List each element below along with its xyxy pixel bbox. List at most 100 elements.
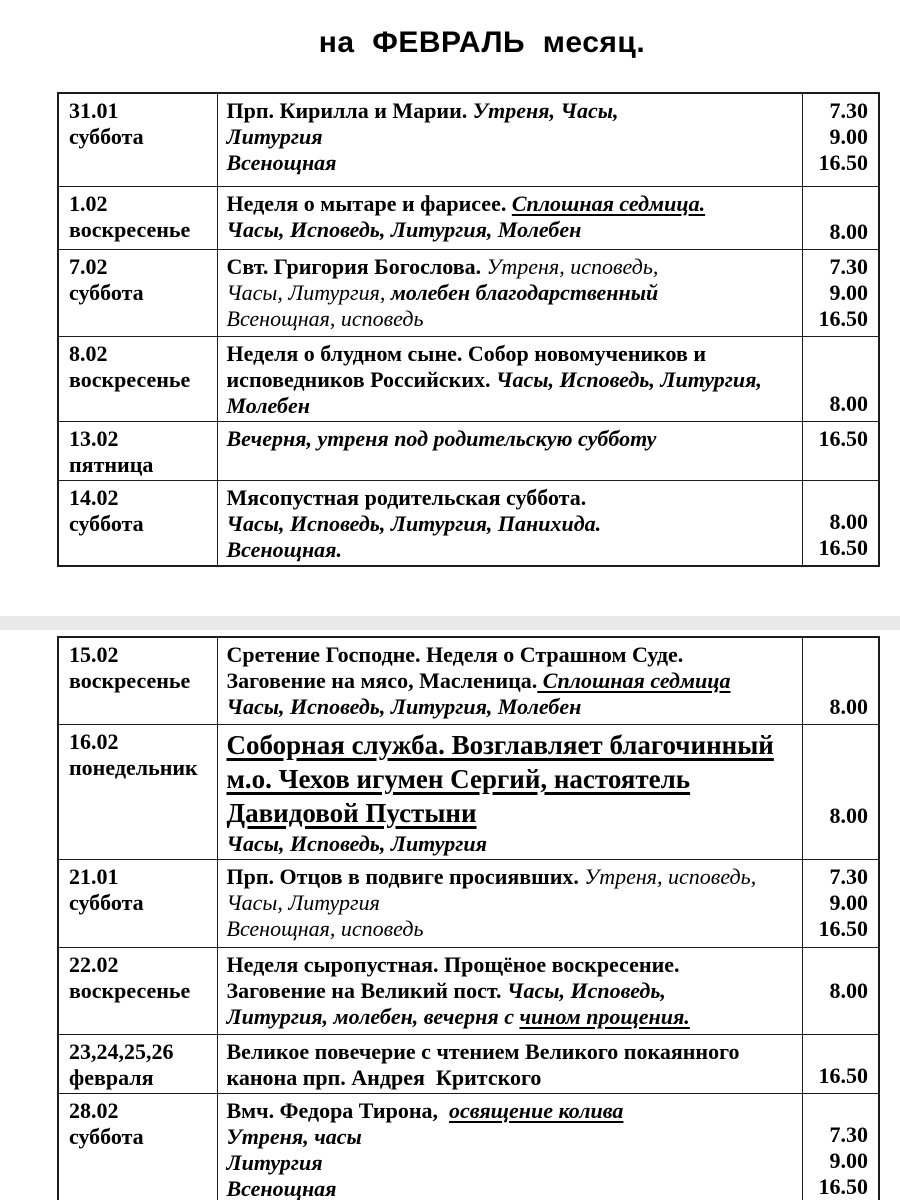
- service-line: Утреня, часы: [227, 1124, 798, 1150]
- date-line: 16.02: [69, 729, 213, 755]
- service-cell: Вечерня, утреня под родительскую субботу: [216, 420, 803, 481]
- service-line-segment: Заговение на мясо, Масленица.: [226, 668, 538, 693]
- service-line-segment: Всенощная.: [226, 536, 343, 562]
- service-line-segment: Неделя сыропустная. Прощёное воскресение…: [226, 951, 680, 977]
- time-line-segment: 7.30: [829, 1122, 869, 1147]
- date-line-segment: воскресенье: [69, 668, 191, 693]
- time-line: 7.30: [805, 864, 869, 890]
- service-line: Часы, Литургия: [227, 890, 798, 916]
- service-line: Часы, Литургия, молебен благодарственный: [227, 280, 798, 306]
- service-cell-content: Мясопустная родительская суббота. Часы, И…: [218, 481, 802, 565]
- service-line: Часы, Исповедь, Литургия, Молебен: [227, 694, 798, 720]
- service-line-segment: Молебен: [226, 392, 310, 418]
- time-line: 7.30: [805, 98, 869, 124]
- date-line-segment: пятница: [69, 451, 154, 477]
- service-line: Литургия: [227, 124, 798, 150]
- date-cell-content: 28.02 суббота: [59, 1094, 217, 1152]
- date-line: суббота: [69, 124, 213, 150]
- service-line: Часы, Исповедь, Литургия: [227, 831, 798, 857]
- schedule-table-first-half: 31.01 суббота Прп. Кирилла и Марии. Утреня…: [57, 92, 880, 567]
- service-line: канона прп. Андрея Критского: [227, 1065, 798, 1091]
- date-cell: 1.02 воскресенье: [57, 185, 218, 250]
- service-cell-content: Сретение Господне. Неделя о Страшном Суд…: [218, 638, 802, 722]
- time-line-segment: 16.50: [818, 425, 869, 451]
- service-cell-content: Соборная служба. Возглавляет благочинный…: [218, 725, 802, 859]
- table-row: 14.02 суббота Мясопустная родительская суб…: [57, 479, 880, 566]
- date-cell: 15.02 воскресенье: [57, 636, 218, 725]
- date-line-segment: 31.01: [69, 98, 119, 123]
- date-line: 1.02: [69, 191, 213, 217]
- time-line-segment: 7.30: [829, 98, 869, 123]
- service-line: Литургия: [227, 1150, 798, 1176]
- date-line-segment: 8.02: [69, 340, 108, 366]
- time-line-segment: 9.00: [829, 889, 869, 915]
- time-cell-content: 8.00: [803, 690, 879, 724]
- date-cell: 16.02 понедельник: [57, 723, 218, 860]
- date-line-segment: воскресенье: [69, 977, 191, 1003]
- service-cell: Неделя о мытаре и фарисее. Сплошная седм…: [216, 185, 803, 250]
- page-separator: [0, 616, 900, 630]
- date-cell-content: 21.01 суббота: [59, 860, 217, 918]
- service-cell: Мясопустная родительская суббота. Часы, И…: [216, 479, 803, 566]
- time-line-segment: 8.00: [829, 693, 869, 719]
- table-row: 31.01 суббота Прп. Кирилла и Марии. Утреня…: [57, 92, 880, 187]
- service-cell-content: Неделя о блудном сыне. Собор новомученик…: [218, 337, 802, 421]
- schedule-table-second-half: 15.02 воскресенье Сретение Господне. Недел…: [57, 636, 880, 1200]
- time-cell: 16.50: [801, 1033, 880, 1094]
- time-line: 8.00: [805, 391, 869, 417]
- time-cell: 8.00: [801, 723, 880, 860]
- date-line: суббота: [69, 890, 213, 916]
- date-line-segment: 1.02: [69, 190, 108, 216]
- time-line-segment: 9.00: [829, 124, 869, 149]
- service-cell-content: Вмч. Федора Тирона, освящение колива Утре…: [218, 1094, 802, 1200]
- service-line-segment: чином прощения.: [519, 1003, 690, 1029]
- date-cell-content: 23,24,25,26 февраля: [59, 1035, 217, 1093]
- time-cell-content: 8.00: [803, 974, 879, 1008]
- service-line-segment: Свт. Григория Богослова.: [226, 253, 487, 279]
- service-line-segment: Великое повечерие с чтением Великого пок…: [226, 1038, 740, 1064]
- service-line-segment: Утреня, Часы,: [472, 98, 619, 123]
- service-line-segment: освящение колива: [449, 1097, 624, 1123]
- service-line-segment: Часы, Исповедь, Литургия, Панихида.: [226, 510, 602, 536]
- service-line: Неделя сыропустная. Прощёное воскресение…: [227, 952, 798, 978]
- service-line-segment: Литургия, молебен, вечерня с: [226, 1003, 520, 1029]
- date-line: воскресенье: [69, 668, 213, 694]
- service-cell: Сретение Господне. Неделя о Страшном Суд…: [216, 636, 803, 725]
- time-cell-content: 7.30 9.00 16.50: [803, 94, 879, 180]
- service-cell: Свт. Григория Богослова. Утреня, исповед…: [216, 248, 803, 337]
- service-line: Часы, Исповедь, Литургия, Панихида.: [227, 511, 798, 537]
- date-line-segment: суббота: [69, 889, 144, 915]
- service-line: Вмч. Федора Тирона, освящение колива: [227, 1098, 798, 1124]
- service-line-segment: Литургия: [226, 124, 323, 149]
- time-cell: 8.00: [801, 335, 880, 422]
- service-line-segment: Неделя о мытаре и фарисее.: [226, 190, 512, 216]
- time-line-segment: 8.00: [829, 508, 869, 534]
- date-line-segment: суббота: [69, 510, 144, 536]
- service-line: исповедников Российских. Часы, Исповедь,…: [227, 367, 798, 393]
- time-line: 9.00: [805, 280, 869, 306]
- service-line-segment: Всенощная: [226, 150, 337, 175]
- date-cell: 13.02 пятница: [57, 420, 218, 481]
- time-line: 16.50: [805, 535, 869, 561]
- service-line-segment: Всенощная: [226, 1175, 337, 1200]
- table-row: 7.02 суббота Свт. Григория Богослова. Утре…: [57, 248, 880, 337]
- date-line: суббота: [69, 280, 213, 306]
- time-line: 16.50: [805, 916, 869, 942]
- service-cell-content: Великое повечерие с чтением Великого пок…: [218, 1035, 802, 1093]
- date-cell-content: 31.01 суббота: [59, 94, 217, 152]
- service-line: Сретение Господне. Неделя о Страшном Суд…: [227, 642, 798, 668]
- date-line: воскресенье: [69, 217, 213, 243]
- service-line: Свт. Григория Богослова. Утреня, исповед…: [227, 254, 798, 280]
- date-line: 31.01: [69, 98, 213, 124]
- service-cell-content: Свт. Григория Богослова. Утреня, исповед…: [218, 250, 802, 334]
- date-cell-content: 16.02 понедельник: [59, 725, 217, 783]
- service-cell: Неделя о блудном сыне. Собор новомученик…: [216, 335, 803, 422]
- service-cell: Прп. Кирилла и Марии. Утреня, Часы, Литур…: [216, 92, 803, 187]
- date-line: пятница: [69, 452, 213, 478]
- table-row: 28.02 суббота Вмч. Федора Тирона, освящени…: [57, 1092, 880, 1200]
- time-line-segment: 16.50: [818, 305, 869, 331]
- time-line: 9.00: [805, 124, 869, 150]
- service-line-segment: молебен благодарственный: [390, 279, 659, 305]
- date-line: суббота: [69, 1124, 213, 1150]
- time-cell: 16.50: [801, 420, 880, 481]
